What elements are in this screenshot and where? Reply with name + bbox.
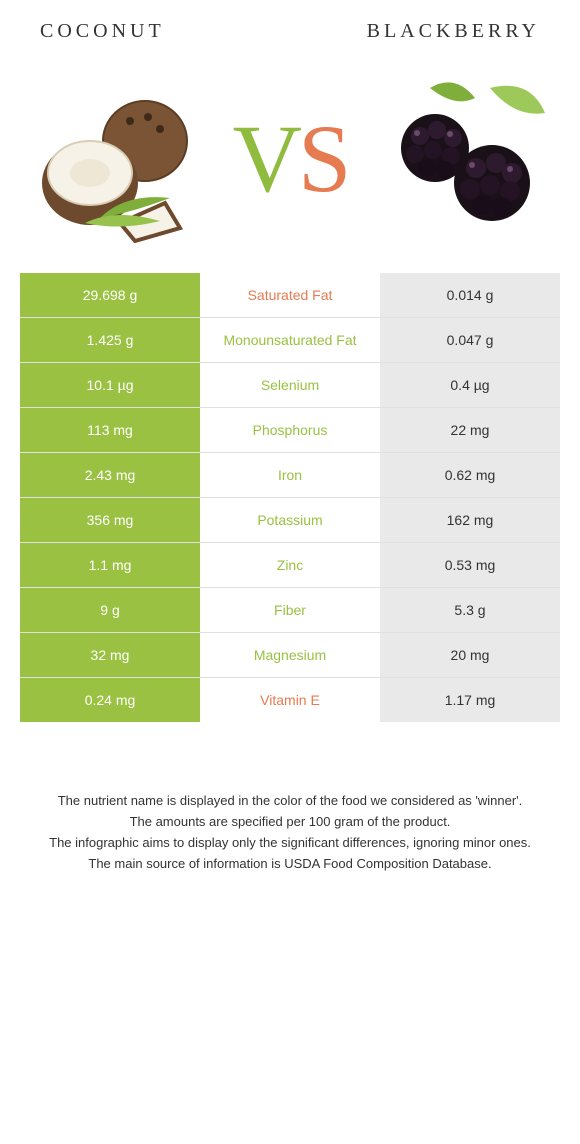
table-row: 0.24 mgVitamin E1.17 mg: [20, 678, 560, 722]
nutrient-label: Iron: [200, 453, 380, 497]
right-food-title: Blackberry: [367, 20, 540, 43]
right-value: 22 mg: [380, 408, 560, 452]
vs-label: VS: [233, 103, 348, 214]
header: Coconut Blackberry: [0, 0, 580, 53]
nutrient-label: Fiber: [200, 588, 380, 632]
footnote-line: The infographic aims to display only the…: [30, 834, 550, 853]
left-value: 32 mg: [20, 633, 200, 677]
nutrient-label: Saturated Fat: [200, 273, 380, 317]
coconut-image: [30, 73, 200, 243]
right-value: 20 mg: [380, 633, 560, 677]
hero-row: VS: [0, 53, 580, 273]
footnote-line: The main source of information is USDA F…: [30, 855, 550, 874]
nutrient-label: Potassium: [200, 498, 380, 542]
blackberry-image: [380, 73, 550, 243]
nutrient-label: Phosphorus: [200, 408, 380, 452]
footnote-line: The nutrient name is displayed in the co…: [30, 792, 550, 811]
footnotes: The nutrient name is displayed in the co…: [0, 722, 580, 895]
left-value: 10.1 µg: [20, 363, 200, 407]
left-food-title: Coconut: [40, 20, 165, 43]
left-value: 1.425 g: [20, 318, 200, 362]
table-row: 29.698 gSaturated Fat0.014 g: [20, 273, 560, 318]
right-value: 0.047 g: [380, 318, 560, 362]
nutrient-table: 29.698 gSaturated Fat0.014 g1.425 gMonou…: [0, 273, 580, 722]
left-value: 2.43 mg: [20, 453, 200, 497]
left-value: 1.1 mg: [20, 543, 200, 587]
right-value: 5.3 g: [380, 588, 560, 632]
footnote-line: The amounts are specified per 100 gram o…: [30, 813, 550, 832]
nutrient-label: Monounsaturated Fat: [200, 318, 380, 362]
right-value: 0.53 mg: [380, 543, 560, 587]
nutrient-label: Vitamin E: [200, 678, 380, 722]
nutrient-label: Selenium: [200, 363, 380, 407]
table-row: 356 mgPotassium162 mg: [20, 498, 560, 543]
right-value: 0.62 mg: [380, 453, 560, 497]
table-row: 1.425 gMonounsaturated Fat0.047 g: [20, 318, 560, 363]
nutrient-label: Magnesium: [200, 633, 380, 677]
table-row: 2.43 mgIron0.62 mg: [20, 453, 560, 498]
vs-s: S: [298, 105, 347, 212]
left-value: 0.24 mg: [20, 678, 200, 722]
left-value: 356 mg: [20, 498, 200, 542]
right-value: 1.17 mg: [380, 678, 560, 722]
right-value: 162 mg: [380, 498, 560, 542]
table-row: 10.1 µgSelenium0.4 µg: [20, 363, 560, 408]
nutrient-label: Zinc: [200, 543, 380, 587]
left-value: 9 g: [20, 588, 200, 632]
left-value: 113 mg: [20, 408, 200, 452]
table-row: 113 mgPhosphorus22 mg: [20, 408, 560, 453]
left-value: 29.698 g: [20, 273, 200, 317]
right-value: 0.014 g: [380, 273, 560, 317]
vs-v: V: [233, 105, 298, 212]
table-row: 9 gFiber5.3 g: [20, 588, 560, 633]
table-row: 1.1 mgZinc0.53 mg: [20, 543, 560, 588]
table-row: 32 mgMagnesium20 mg: [20, 633, 560, 678]
right-value: 0.4 µg: [380, 363, 560, 407]
